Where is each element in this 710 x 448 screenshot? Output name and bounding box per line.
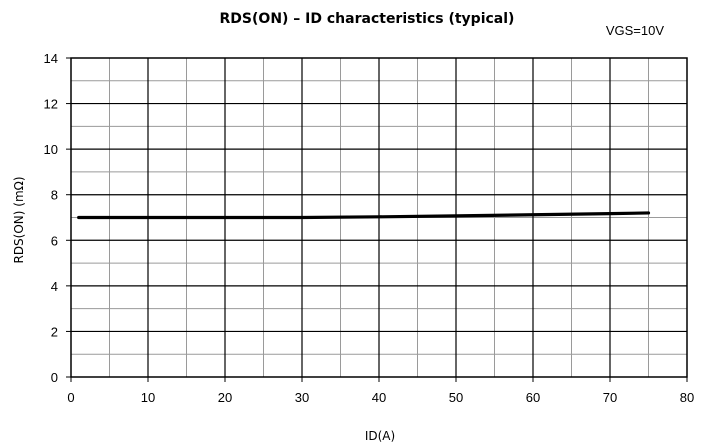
y-tick-label: 6	[51, 233, 58, 248]
y-tick-label: 2	[51, 324, 58, 339]
x-tick-labels: 0 10 20 30 40 50 60 70 80	[67, 390, 694, 405]
chart-title: RDS(ON) – ID characteristics (typical)	[220, 11, 515, 27]
series-line	[77, 211, 651, 220]
x-tick-label: 40	[372, 390, 386, 405]
y-tick-label: 8	[51, 188, 58, 203]
x-tick-label: 30	[295, 390, 309, 405]
x-tick-label: 10	[141, 390, 155, 405]
y-axis-label: RDS(ON) (mΩ)	[12, 176, 26, 263]
x-tick-label: 70	[603, 390, 617, 405]
y-tick-label: 0	[51, 370, 58, 385]
y-tick-label: 14	[44, 51, 58, 66]
series-layer	[77, 211, 651, 220]
x-tick-label: 0	[67, 390, 74, 405]
y-tick-labels: 0 2 4 6 8 10 12 14	[44, 51, 58, 385]
x-tick-label: 80	[680, 390, 694, 405]
condition-annotation: VGS=10V	[606, 23, 665, 38]
plot-frame	[66, 57, 688, 382]
x-tick-label: 50	[449, 390, 463, 405]
x-axis-label: ID(A)	[365, 429, 395, 443]
x-tick-label: 60	[526, 390, 540, 405]
x-tick-label: 20	[218, 390, 232, 405]
y-tick-label: 10	[44, 142, 58, 157]
y-tick-label: 12	[44, 97, 58, 112]
y-tick-label: 4	[51, 279, 58, 294]
